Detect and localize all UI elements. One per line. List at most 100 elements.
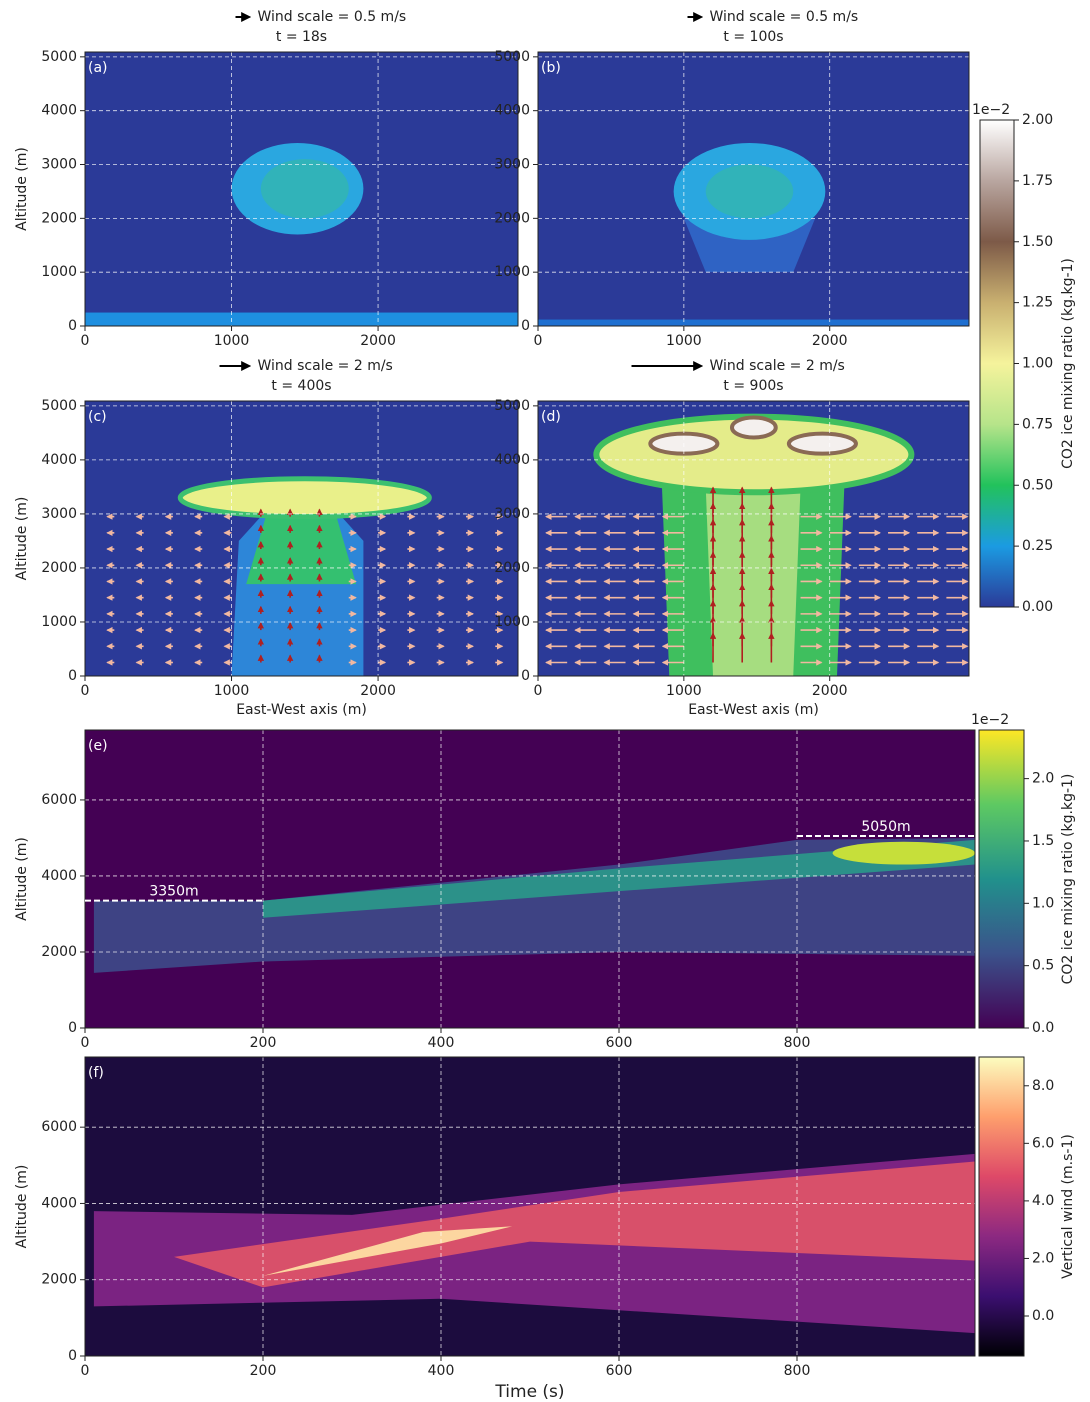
y-axis-label: Altitude (m) xyxy=(14,837,30,921)
y-tick-label: 2000 xyxy=(41,944,77,960)
wind-scale: Wind scale = 2 m/s xyxy=(710,358,845,374)
y-axis-label: Altitude (m) xyxy=(14,147,30,231)
plume-core xyxy=(705,486,801,676)
panel-label: (d) xyxy=(541,409,561,425)
plot-frame xyxy=(537,51,970,327)
y-tick-label: 0 xyxy=(68,1020,77,1036)
y-tick-label: 2000 xyxy=(494,210,530,226)
y-tick-label: 2000 xyxy=(41,1272,77,1288)
y-tick-label: 3000 xyxy=(41,506,77,522)
panel-label: (f) xyxy=(88,1065,104,1081)
colorbar-tick-label: 1.5 xyxy=(1032,833,1054,849)
x-tick-label: 600 xyxy=(606,1363,633,1379)
x-axis-label: Time (s) xyxy=(494,1382,564,1402)
colorbar-tick-label: 8.0 xyxy=(1032,1078,1054,1094)
field xyxy=(545,413,969,676)
y-tick-label: 5000 xyxy=(494,398,530,414)
x-tick-label: 0 xyxy=(81,1363,90,1379)
y-tick-label: 1000 xyxy=(494,614,530,630)
time-label: t = 900s xyxy=(723,378,783,394)
colorbar-tick-label: 4.0 xyxy=(1032,1193,1054,1209)
colorbar-tick-label: 0.75 xyxy=(1022,416,1053,432)
panel-label: (c) xyxy=(88,409,107,425)
x-tick-label: 0 xyxy=(534,683,543,699)
x-tick-label: 200 xyxy=(250,1363,277,1379)
x-tick-label: 0 xyxy=(81,1035,90,1051)
y-tick-label: 4000 xyxy=(494,103,530,119)
y-tick-label: 6000 xyxy=(41,1119,77,1135)
y-tick-label: 2000 xyxy=(41,210,77,226)
colorbar-tick-label: 1.25 xyxy=(1022,295,1053,311)
y-axis-label: Altitude (m) xyxy=(14,1165,30,1249)
x-tick-label: 1000 xyxy=(666,683,702,699)
x-tick-label: 800 xyxy=(784,1363,811,1379)
x-tick-label: 400 xyxy=(428,1035,455,1051)
colorbar-tick-label: 1.75 xyxy=(1022,173,1053,189)
colorbar xyxy=(979,119,1015,608)
colorbar-tick-label: 2.00 xyxy=(1022,112,1053,128)
colorbar-tick-label: 0.50 xyxy=(1022,477,1053,493)
x-tick-label: 0 xyxy=(81,333,90,349)
y-tick-label: 4000 xyxy=(41,1195,77,1211)
updraft-core xyxy=(263,1226,513,1276)
plume-cap xyxy=(177,476,432,520)
plot-frame xyxy=(537,400,970,677)
x-tick-label: 2000 xyxy=(812,333,848,349)
colorbar-tick-label: 0.5 xyxy=(1032,958,1054,974)
x-tick-label: 800 xyxy=(784,1035,811,1051)
y-tick-label: 0 xyxy=(68,1348,77,1364)
y-tick-label: 4000 xyxy=(41,103,77,119)
x-tick-label: 400 xyxy=(428,1363,455,1379)
panel-label: (a) xyxy=(88,60,108,76)
x-tick-label: 1000 xyxy=(214,683,250,699)
updraft-band xyxy=(174,1161,975,1288)
y-tick-label: 3000 xyxy=(41,157,77,173)
time-label: t = 100s xyxy=(723,29,783,45)
ice-layer xyxy=(85,312,518,326)
colorbar-offset: 1e−2 xyxy=(971,712,1009,728)
panel-label: (b) xyxy=(541,60,561,76)
colorbar-tick-label: 0.00 xyxy=(1022,599,1053,615)
wind-scale: Wind scale = 0.5 m/s xyxy=(710,9,859,25)
annotation: 5050m xyxy=(861,819,910,835)
colorbar-offset: 1e−2 xyxy=(972,102,1010,118)
wind-scale: Wind scale = 2 m/s xyxy=(258,358,393,374)
colorbar-tick-label: 1.00 xyxy=(1022,356,1053,372)
plume-top xyxy=(832,841,975,865)
x-tick-label: 200 xyxy=(250,1035,277,1051)
y-tick-label: 5000 xyxy=(41,49,77,65)
ice-core xyxy=(260,159,349,219)
plume-peak xyxy=(729,415,778,440)
y-axis-label: Altitude (m) xyxy=(14,497,30,581)
y-tick-label: 4000 xyxy=(41,868,77,884)
x-tick-label: 2000 xyxy=(360,333,396,349)
y-tick-label: 0 xyxy=(68,668,77,684)
colorbar-tick-label: 1.50 xyxy=(1022,234,1053,250)
y-tick-label: 5000 xyxy=(41,398,77,414)
colorbar-tick-label: 0.25 xyxy=(1022,538,1053,554)
panel-label: (e) xyxy=(88,738,108,754)
y-tick-label: 3000 xyxy=(494,506,530,522)
time-label: t = 18s xyxy=(276,29,327,45)
ice-core xyxy=(705,164,794,219)
y-tick-label: 2000 xyxy=(494,560,530,576)
x-tick-label: 1000 xyxy=(666,333,702,349)
y-tick-label: 4000 xyxy=(41,452,77,468)
field xyxy=(85,142,518,326)
colorbar-tick-label: 1.0 xyxy=(1032,895,1054,911)
x-axis-label: East-West axis (m) xyxy=(688,702,819,718)
y-tick-label: 0 xyxy=(521,318,530,334)
colorbar xyxy=(978,1056,1025,1357)
y-tick-label: 6000 xyxy=(41,792,77,808)
x-tick-label: 0 xyxy=(81,683,90,699)
colorbar xyxy=(978,729,1025,1029)
time-label: t = 400s xyxy=(271,378,331,394)
x-tick-label: 2000 xyxy=(360,683,396,699)
x-axis-label: East-West axis (m) xyxy=(236,702,367,718)
colorbar-tick-label: 0.0 xyxy=(1032,1020,1054,1036)
colorbar-tick-label: 0.0 xyxy=(1032,1308,1054,1324)
colorbar-tick-label: 2.0 xyxy=(1032,771,1054,787)
plot-frame xyxy=(84,729,976,1029)
colorbar-label: Vertical wind (m.s-1) xyxy=(1060,1134,1076,1279)
